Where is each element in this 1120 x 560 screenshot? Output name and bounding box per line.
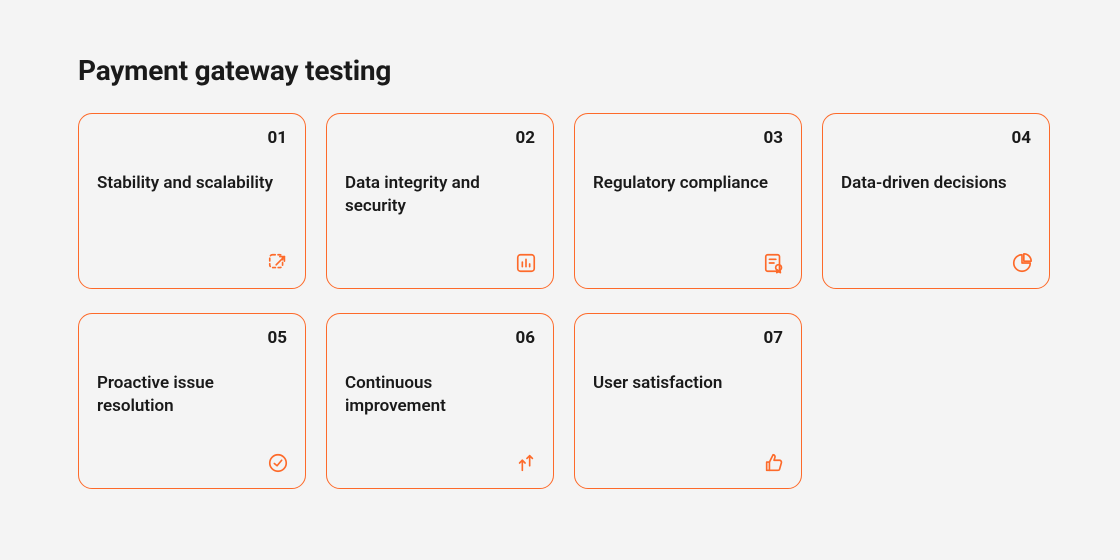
card-data-integrity-security: 02 Data integrity and security xyxy=(326,113,554,289)
card-stability-scalability: 01 Stability and scalability xyxy=(78,113,306,289)
certificate-icon xyxy=(763,252,785,274)
arrows-up-icon xyxy=(515,452,537,474)
card-number: 03 xyxy=(763,128,783,148)
card-number: 01 xyxy=(267,128,287,148)
thumbs-up-icon xyxy=(763,452,785,474)
card-label: Stability and scalability xyxy=(97,172,287,195)
card-label: Data-driven decisions xyxy=(841,172,1031,195)
card-label: Proactive issue resolution xyxy=(97,372,287,418)
card-continuous-improvement: 06 Continuous improvement xyxy=(326,313,554,489)
card-number: 07 xyxy=(763,328,783,348)
card-data-driven-decisions: 04 Data-driven decisions xyxy=(822,113,1050,289)
cards-grid: 01 Stability and scalability 02 Data int… xyxy=(78,113,1042,489)
card-number: 05 xyxy=(267,328,287,348)
check-circle-icon xyxy=(267,452,289,474)
card-proactive-issue-resolution: 05 Proactive issue resolution xyxy=(78,313,306,489)
card-label: Regulatory compliance xyxy=(593,172,783,195)
card-label: Continuous improvement xyxy=(345,372,535,418)
page-title: Payment gateway testing xyxy=(78,54,1042,87)
card-user-satisfaction: 07 User satisfaction xyxy=(574,313,802,489)
card-number: 02 xyxy=(515,128,535,148)
card-label: User satisfaction xyxy=(593,372,783,395)
bar-chart-icon xyxy=(515,252,537,274)
pie-chart-icon xyxy=(1011,252,1033,274)
card-label: Data integrity and security xyxy=(345,172,535,218)
card-regulatory-compliance: 03 Regulatory compliance xyxy=(574,113,802,289)
card-number: 06 xyxy=(515,328,535,348)
expand-icon xyxy=(267,252,289,274)
card-number: 04 xyxy=(1011,128,1031,148)
